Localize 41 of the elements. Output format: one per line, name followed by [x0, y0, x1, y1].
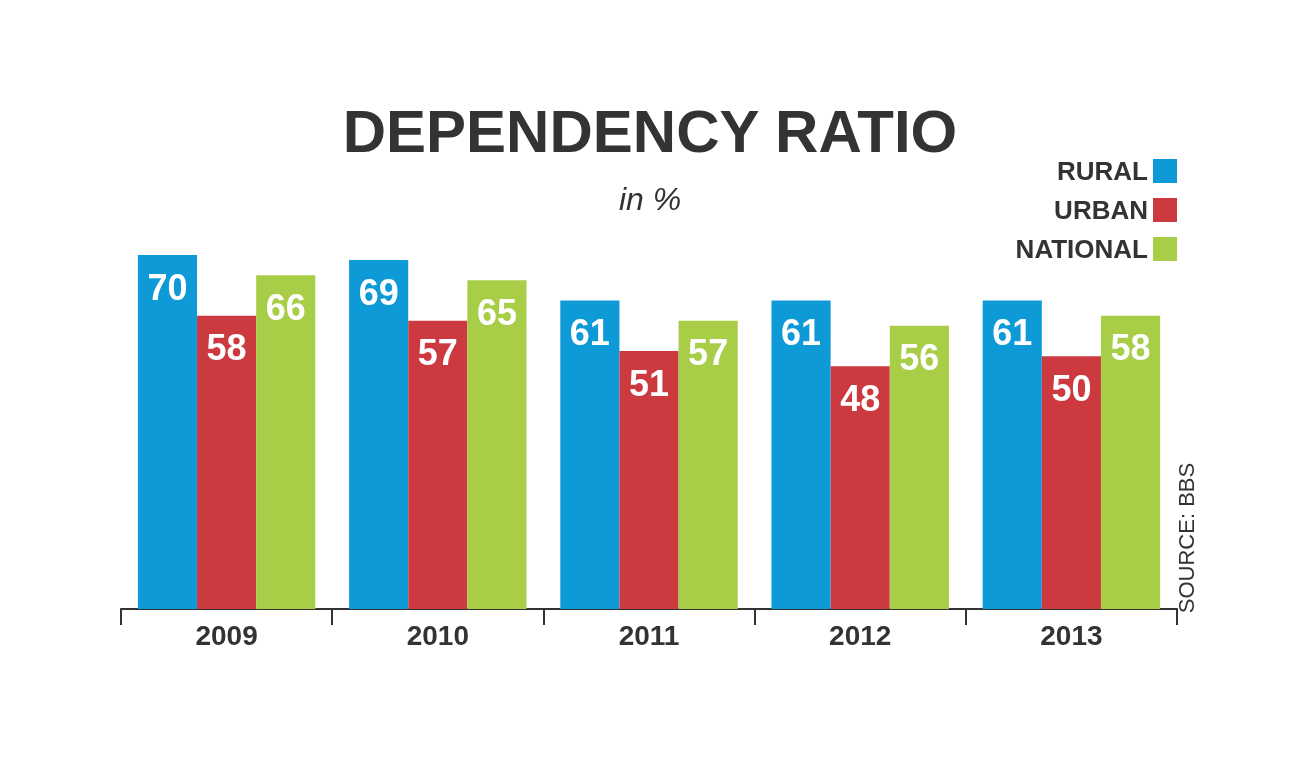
bar: [771, 300, 831, 609]
bar: [889, 325, 949, 609]
data-label: 66: [265, 286, 306, 328]
annotation: SOURCE: BBS: [1173, 462, 1199, 614]
x-tick-label: 2012: [829, 619, 892, 651]
bar: [619, 351, 679, 609]
bar: [678, 320, 738, 609]
x-tick-label: 2011: [618, 619, 680, 651]
x-tick-label: 2013: [1040, 619, 1103, 651]
data-label: 58: [206, 327, 247, 369]
bar: [467, 280, 527, 609]
data-label: 70: [147, 266, 188, 308]
data-label: 65: [476, 291, 517, 333]
data-label: 61: [992, 312, 1033, 354]
bar: [408, 320, 468, 609]
data-label: 56: [899, 337, 940, 379]
bar: [1041, 356, 1101, 609]
data-label: 57: [417, 332, 458, 374]
chart-subtitle: in %: [618, 181, 682, 217]
data-label: 48: [840, 377, 881, 419]
bar: [197, 315, 257, 609]
bar: [1100, 315, 1161, 609]
legend-label: URBAN: [1054, 195, 1148, 225]
data-label: 69: [358, 271, 399, 313]
legend-label: RURAL: [1057, 156, 1149, 186]
bar: [560, 300, 620, 609]
data-label: 51: [628, 362, 670, 404]
data-label: 61: [781, 312, 822, 354]
data-label: 61: [569, 312, 610, 354]
bar: [256, 275, 316, 609]
data-label: 50: [1051, 367, 1092, 409]
bar: [137, 255, 198, 609]
legend-label: NATIONAL: [1015, 234, 1149, 264]
data-label: 58: [1110, 327, 1151, 369]
x-tick-label: 2009: [195, 619, 258, 651]
data-label: 57: [688, 332, 729, 374]
bar: [349, 260, 409, 609]
bar: [982, 300, 1042, 609]
bar: [830, 366, 890, 609]
chart-title: DEPENDENCY RATIO: [342, 97, 958, 165]
x-tick-label: 2010: [406, 619, 469, 651]
